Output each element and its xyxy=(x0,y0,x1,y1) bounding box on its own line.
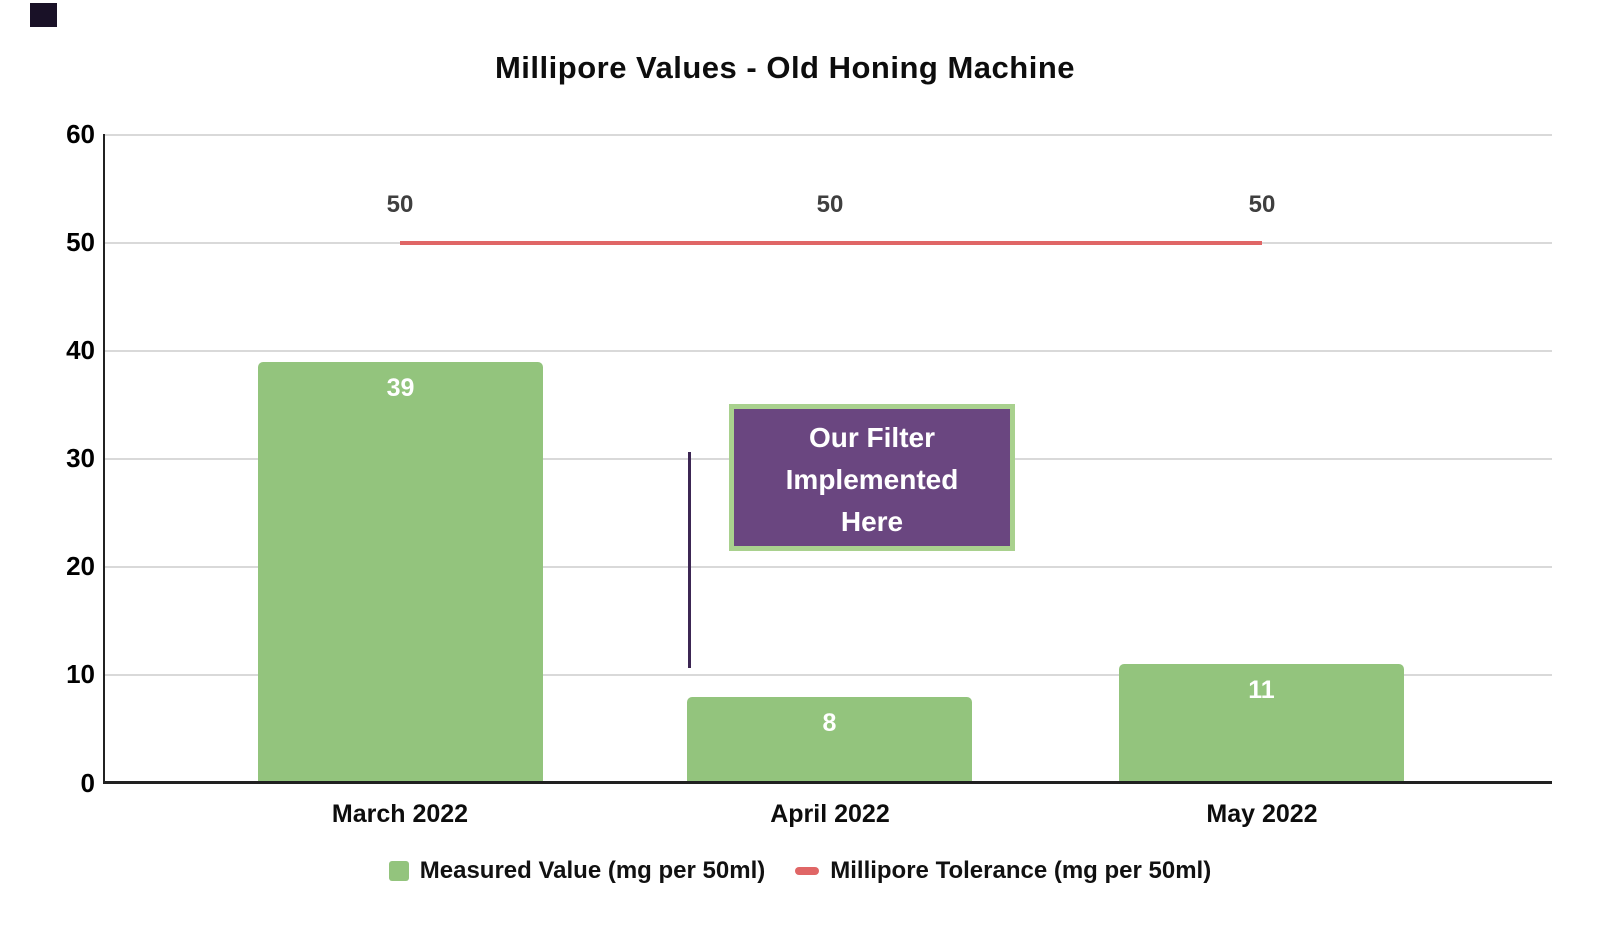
y-tick-label: 0 xyxy=(80,768,95,798)
tolerance-point-label: 50 xyxy=(1248,191,1276,218)
y-tick-label: 40 xyxy=(66,335,95,365)
y-tick-label: 50 xyxy=(66,227,95,257)
annotation-text-line: Our Filter xyxy=(808,422,935,453)
legend-label: Measured Value (mg per 50ml) xyxy=(419,857,766,884)
bar-value-label: 11 xyxy=(1248,676,1275,704)
annotation-text-line: Here xyxy=(840,506,904,537)
bar-april-2022: 8 xyxy=(687,697,972,783)
x-tick-label-april: April 2022 xyxy=(770,800,890,828)
corner-mark xyxy=(30,3,57,27)
chart-title: Millipore Values - Old Honing Machine xyxy=(494,50,1075,85)
bar-value-label: 8 xyxy=(822,709,837,737)
x-tick-label-march: March 2022 xyxy=(331,800,469,828)
y-tick-label: 20 xyxy=(66,551,95,581)
x-tick-label-may: May 2022 xyxy=(1206,800,1318,828)
tolerance-line xyxy=(400,241,1262,245)
y-tick-label: 60 xyxy=(66,119,95,149)
y-tick-label: 10 xyxy=(66,659,95,689)
y-tick-label: 30 xyxy=(66,443,95,473)
annotation-text-line: Implemented xyxy=(785,464,959,495)
bar-value-label: 39 xyxy=(386,374,415,402)
tolerance-point-label: 50 xyxy=(386,191,414,218)
annotation-box: Our Filter Implemented Here xyxy=(729,404,1015,551)
y-axis-line xyxy=(103,134,105,784)
gridline xyxy=(105,134,1552,136)
legend: Measured Value (mg per 50ml) Millipore T… xyxy=(0,854,1600,888)
annotation-pointer-line xyxy=(688,452,691,668)
gridline xyxy=(105,566,1552,568)
bar-march-2022: 39 xyxy=(258,362,543,783)
bar-may-2022: 11 xyxy=(1119,664,1404,783)
x-axis-line xyxy=(103,781,1552,784)
legend-item-millipore-tolerance: Millipore Tolerance (mg per 50ml) xyxy=(795,857,1211,885)
gridline xyxy=(105,350,1552,352)
gridline xyxy=(105,674,1552,676)
legend-item-measured-value: Measured Value (mg per 50ml) xyxy=(388,857,766,885)
red-dash-swatch-icon xyxy=(795,867,820,875)
tolerance-point-label: 50 xyxy=(816,191,844,218)
legend-label: Millipore Tolerance (mg per 50ml) xyxy=(830,857,1212,884)
green-square-swatch-icon xyxy=(388,861,409,881)
